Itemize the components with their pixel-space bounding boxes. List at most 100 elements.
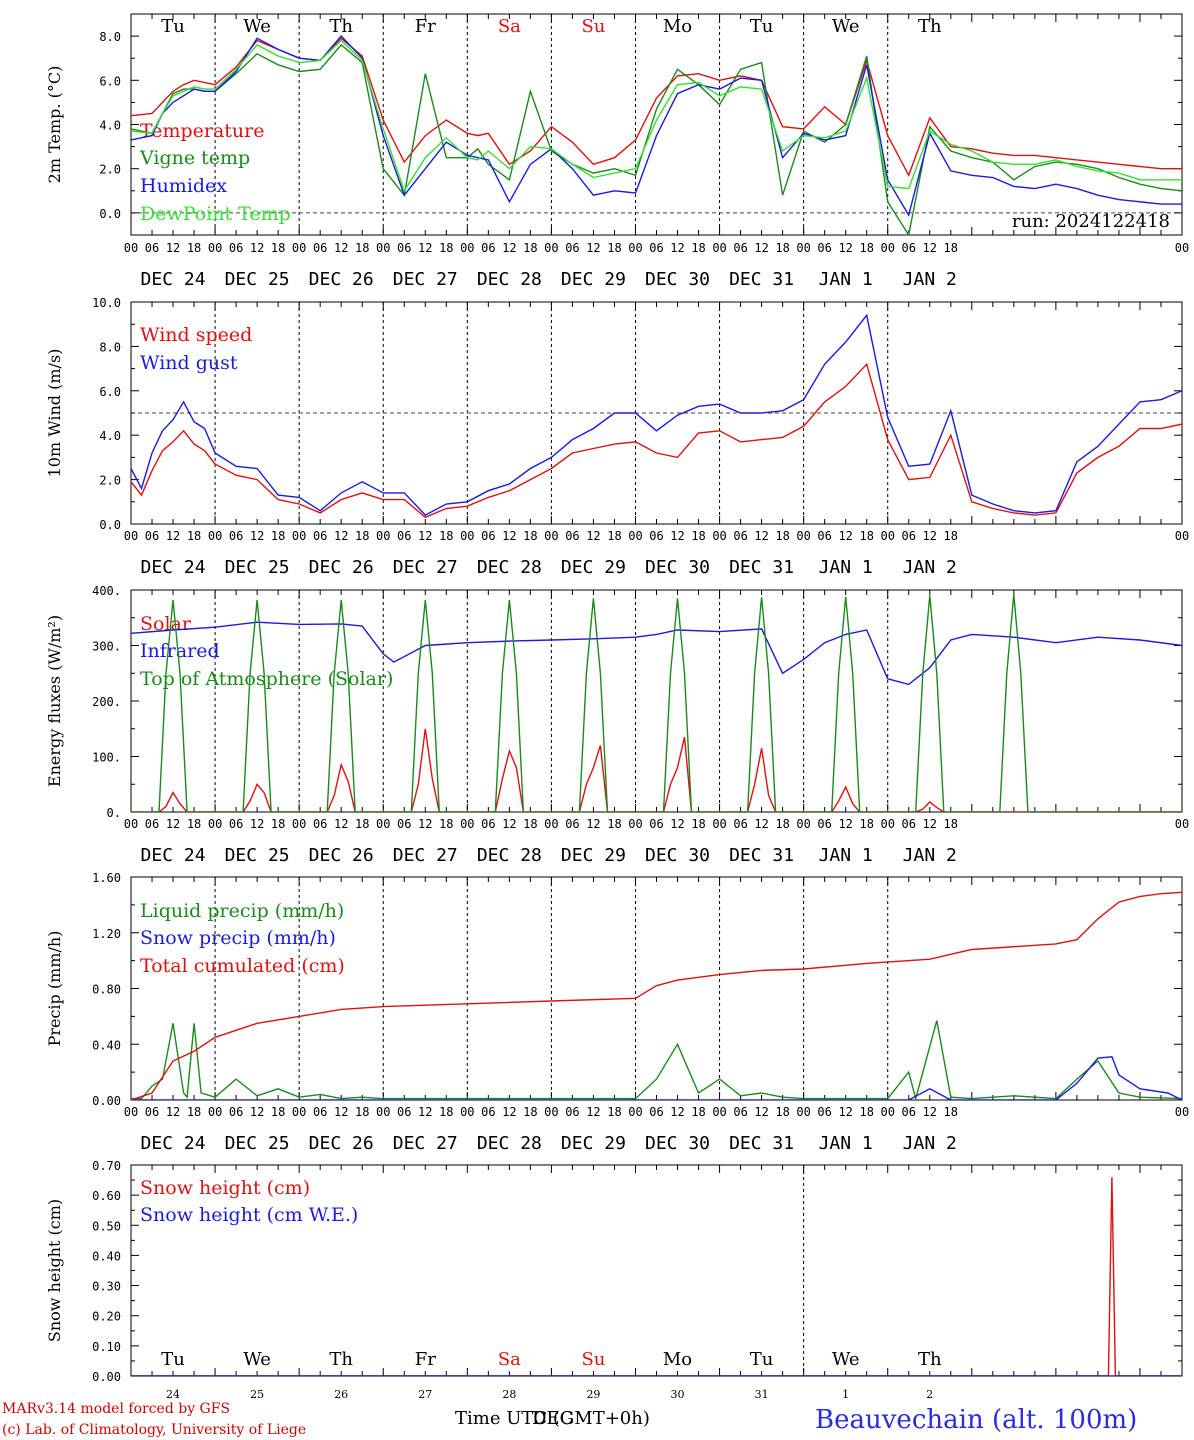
date-label: DEC 29 [561,1133,626,1154]
hour-tick-label: 18 [523,817,537,831]
date-label: JAN 2 [903,557,957,578]
hour-tick-label: 06 [397,241,411,255]
day-number-label: 29 [586,1388,600,1401]
hour-tick-label: 06 [397,1105,411,1119]
hour-tick-label: 12 [923,1105,937,1119]
hour-tick-label: 00 [376,1105,390,1119]
hour-tick-label: 12 [250,1105,264,1119]
hour-tick-label: 00 [460,817,474,831]
date-label: JAN 1 [819,269,873,290]
date-label: JAN 1 [819,1133,873,1154]
date-label: DEC 25 [225,269,290,290]
day-of-week-label: Tu [750,1349,774,1370]
hour-tick-label: 00 [124,241,138,255]
y-tick-label: 2.0 [99,474,121,488]
date-label: DEC 24 [141,269,206,290]
hour-tick-label: 00 [544,817,558,831]
hour-tick-label: 12 [502,817,516,831]
hour-tick-label: 00 [628,529,642,543]
hour-tick-label: 12 [166,241,180,255]
hour-tick-label: 00 [796,1105,810,1119]
hour-tick-label: 18 [355,817,369,831]
legend-entry: Infrared [140,640,220,662]
hour-tick-label: 18 [187,241,201,255]
day-of-week-label: Th [329,1349,353,1370]
hour-tick-label: 18 [271,1105,285,1119]
day-of-week-label: Mo [663,16,692,37]
panel-frame [130,13,1183,236]
hour-tick-label: 12 [586,529,600,543]
y-tick-label: 0.00 [92,1370,121,1384]
hour-tick-label: 12 [754,817,768,831]
day-number-label: 24 [166,1388,180,1401]
hour-tick-label: 18 [523,1105,537,1119]
hour-tick-label: 18 [859,529,873,543]
hour-tick-label: 06 [817,817,831,831]
hour-tick-label: 18 [355,1105,369,1119]
hour-tick-label: 12 [334,529,348,543]
legend-entry: Top of Atmosphere (Solar) [140,668,393,690]
hour-tick-label: 18 [944,1105,958,1119]
day-of-week-label: Sa [498,1349,521,1370]
legend-entry: Liquid precip (mm/h) [140,900,344,922]
hour-tick-label: 18 [775,817,789,831]
hour-tick-label: 12 [250,529,264,543]
y-tick-label: 0.80 [92,983,121,997]
hour-tick-label: 06 [733,529,747,543]
hour-tick-label: 06 [733,1105,747,1119]
y-tick-label: 0. [107,806,121,820]
hour-tick-label: 00 [628,817,642,831]
hour-tick-label: 00 [292,529,306,543]
date-label: DEC 29 [561,845,626,866]
hour-tick-label: 00 [880,1105,894,1119]
day-number-label: 27 [418,1388,432,1401]
hour-tick-label: 00 [376,817,390,831]
hour-tick-label: 12 [670,1105,684,1119]
hour-tick-label: 00 [544,241,558,255]
y-tick-label: 400. [92,584,121,598]
day-number-label: 30 [671,1388,685,1401]
hour-tick-label: 00 [544,1105,558,1119]
hour-tick-label: 00 [712,817,726,831]
date-label: JAN 1 [819,557,873,578]
legend-entry: Snow height (cm W.E.) [140,1204,358,1226]
hour-tick-label: 12 [838,1105,852,1119]
day-number-label: 2 [926,1388,933,1401]
hour-tick-label: 12 [923,529,937,543]
y-tick-label: 0.20 [92,1310,121,1324]
date-label: DEC 27 [393,845,458,866]
hour-tick-label: 18 [187,1105,201,1119]
date-label: DEC 31 [729,845,794,866]
hour-tick-label: 12 [334,1105,348,1119]
hour-tick-label: 00 [376,241,390,255]
series-line-wind-speed [131,362,1182,519]
legend-entry: Temperature [140,120,264,142]
date-label: DEC 28 [477,269,542,290]
hour-tick-label: 00 [124,817,138,831]
hour-tick-label: 12 [838,529,852,543]
hour-tick-label: 06 [145,817,159,831]
day-of-week-label: Fr [415,1349,436,1370]
day-number-label: 31 [755,1388,769,1401]
hour-tick-label: 12 [418,817,432,831]
hour-tick-label: 18 [775,1105,789,1119]
y-tick-label: 0.00 [92,1094,121,1108]
series-line-total-cumulated-cm- [131,891,1182,1100]
hour-tick-label: 06 [902,1105,916,1119]
y-tick-label: 1.20 [92,927,121,941]
hour-tick-label: 18 [355,529,369,543]
day-of-week-label: Tu [161,16,185,37]
hour-tick-label: 12 [586,817,600,831]
hour-tick-label: 12 [334,817,348,831]
legend-entry: Vigne temp [139,147,250,169]
y-tick-label: 0.10 [92,1340,121,1354]
hour-tick-label: 18 [944,241,958,255]
day-of-week-label: We [243,1349,271,1370]
hour-tick-label: 00 [880,529,894,543]
hour-tick-label: 06 [397,529,411,543]
hour-tick-label: 06 [229,529,243,543]
legend-entry: Snow precip (mm/h) [140,927,336,949]
hour-tick-label: 12 [502,241,516,255]
y-tick-label: 300. [92,640,121,654]
hour-tick-label: 18 [691,817,705,831]
